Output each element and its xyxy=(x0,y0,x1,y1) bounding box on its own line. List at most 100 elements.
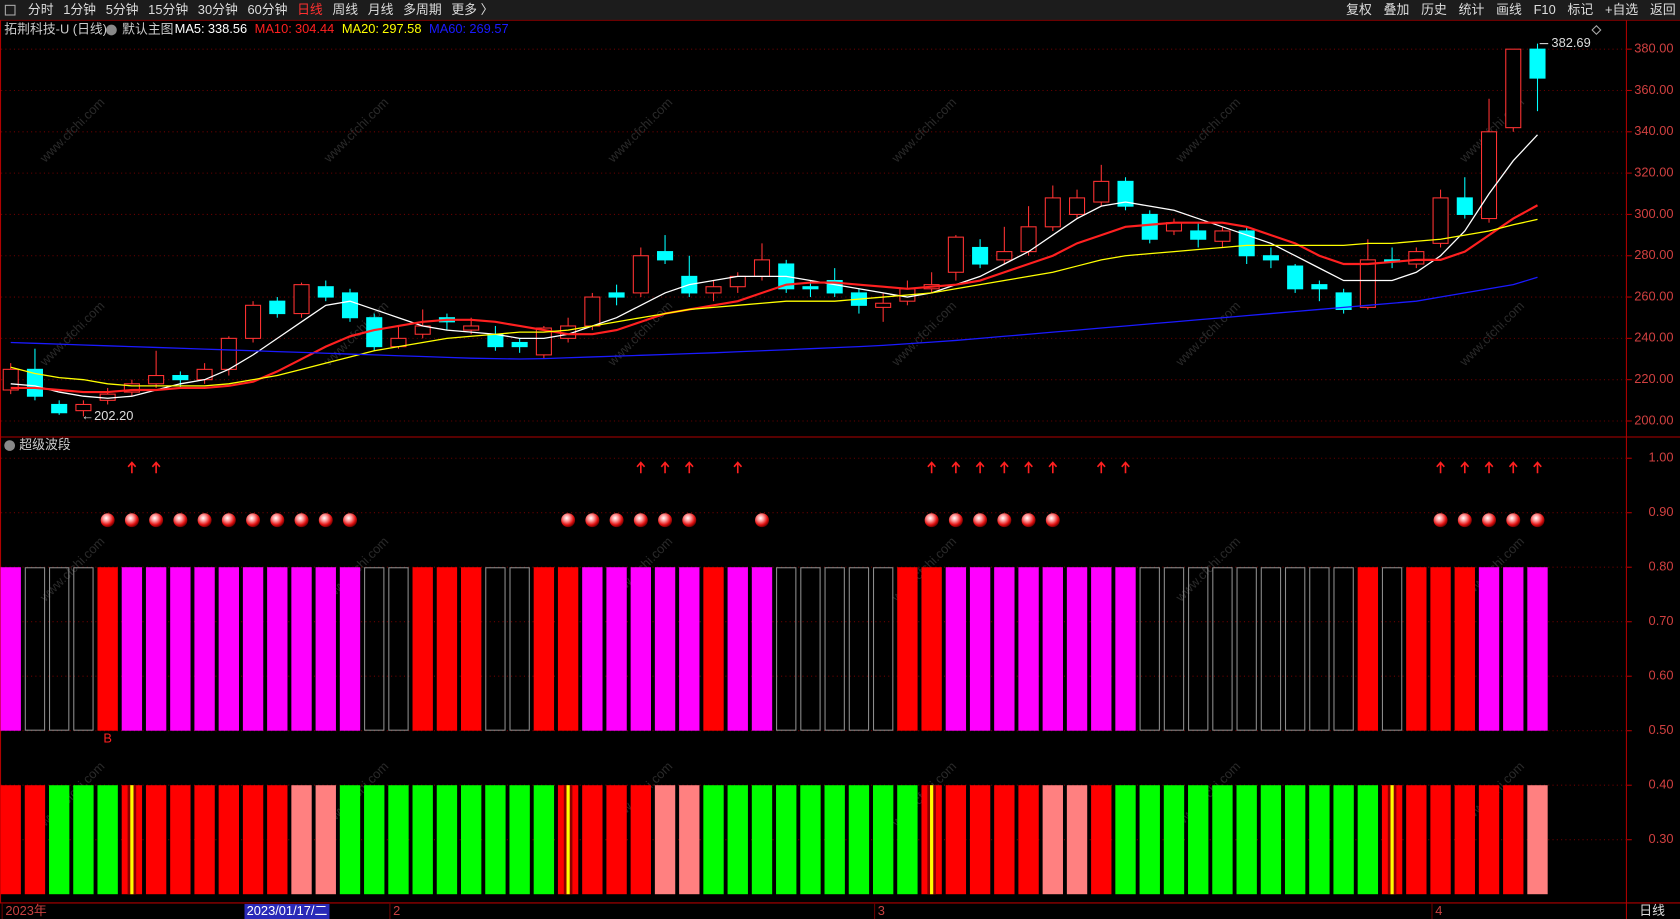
period-label: 日线 xyxy=(1639,903,1665,918)
toolbar-item[interactable]: 30分钟 xyxy=(198,2,238,17)
toolbar-item[interactable]: 60分钟 xyxy=(247,2,287,17)
lower-bar xyxy=(73,785,94,895)
candle-body xyxy=(1529,48,1546,79)
signal-ball xyxy=(658,513,673,528)
toolbar-item[interactable]: 5分钟 xyxy=(106,2,139,17)
lower-bar xyxy=(1284,785,1306,895)
toolbar-item[interactable]: 叠加 xyxy=(1384,2,1410,17)
signal-ball xyxy=(997,513,1012,528)
upper-bar xyxy=(776,567,797,731)
toolbar-item[interactable]: F10 xyxy=(1534,2,1556,17)
upper-bar xyxy=(751,567,773,731)
lower-bar xyxy=(0,785,21,895)
toolbar-icon[interactable] xyxy=(4,4,16,16)
toolbar-item[interactable]: 历史 xyxy=(1421,2,1447,17)
signal-arrow xyxy=(1436,461,1445,474)
signal-ball xyxy=(173,513,188,528)
legend-entry: MA10: 304.44 xyxy=(255,21,335,36)
candle-body xyxy=(1117,180,1134,207)
y-tick-label: 0.40 xyxy=(1649,777,1674,792)
lower-bar xyxy=(1163,785,1185,895)
signal-arrow xyxy=(733,461,743,474)
legend-name: MA60 xyxy=(429,21,463,36)
lower-bar xyxy=(1406,785,1427,895)
lower-bar xyxy=(1091,785,1112,895)
upper-bar xyxy=(460,567,482,731)
lower-bar xyxy=(97,785,118,895)
lower-bar xyxy=(654,785,676,895)
ma-line xyxy=(10,134,1538,399)
toolbar-item[interactable]: 15分钟 xyxy=(148,2,188,17)
toolbar-item[interactable]: 更多 〉 xyxy=(451,2,493,17)
signal-ball xyxy=(1506,513,1521,528)
toolbar-item[interactable]: 周线 xyxy=(332,2,358,17)
upper-bar xyxy=(1503,567,1524,731)
toolbar-item[interactable]: 复权 xyxy=(1346,2,1372,17)
y-tick-label: 280.00 xyxy=(1634,247,1673,262)
candle-body xyxy=(487,333,504,348)
lower-bar xyxy=(800,785,821,895)
upper-bar xyxy=(194,567,215,731)
upper-bar xyxy=(1139,567,1160,731)
panel-icon[interactable] xyxy=(1591,24,1602,36)
upper-bar xyxy=(630,567,651,731)
legend-name: MA20 xyxy=(342,21,376,36)
signal-ball xyxy=(124,513,139,528)
lower-bar xyxy=(582,785,603,895)
y-tick-label: 0.60 xyxy=(1649,668,1674,683)
candle-body xyxy=(1335,292,1352,310)
upper-bar xyxy=(1357,567,1379,731)
toolbar-item[interactable]: 日线 xyxy=(297,2,323,17)
upper-bar xyxy=(533,567,555,731)
toolbar-item[interactable]: 分时 xyxy=(28,2,54,17)
toolbar-item[interactable]: 标记 xyxy=(1568,2,1594,17)
legend-sep: : xyxy=(288,21,292,36)
toolbar-item[interactable]: 多周期 xyxy=(403,2,442,17)
candle-body xyxy=(26,368,43,397)
toolbar-item[interactable]: 1分钟 xyxy=(63,2,96,17)
upper-bar xyxy=(170,567,191,731)
toolbar-item[interactable]: 返回 xyxy=(1650,2,1676,17)
toolbar-item[interactable]: +自选 xyxy=(1605,2,1638,17)
upper-bar xyxy=(800,567,821,731)
indicator-icon[interactable] xyxy=(4,440,15,451)
signal-ball xyxy=(1457,513,1472,528)
signal-ball xyxy=(1045,513,1060,528)
upper-bar xyxy=(509,567,530,731)
upper-bar xyxy=(1454,567,1475,731)
upper-bar xyxy=(1381,567,1403,731)
legend-value: 297.58 xyxy=(382,21,421,36)
signal-ball xyxy=(948,513,963,528)
upper-bar xyxy=(24,567,46,731)
upper-bar xyxy=(945,567,967,731)
lower-bar xyxy=(630,785,651,895)
toolbar-item[interactable]: 画线 xyxy=(1496,2,1522,17)
upper-bar xyxy=(267,567,288,731)
upper-bar xyxy=(364,567,385,731)
signal-arrow xyxy=(1096,461,1106,474)
signal-arrow xyxy=(951,461,961,474)
signal-ball xyxy=(149,513,164,528)
lower-bar xyxy=(1430,785,1451,895)
candle-body xyxy=(1141,213,1158,240)
upper-bar xyxy=(145,567,167,731)
toolbar-item[interactable]: 月线 xyxy=(368,2,394,17)
candle-body xyxy=(608,292,625,298)
upper-bar xyxy=(1284,567,1306,731)
upper-bar xyxy=(218,567,240,731)
lower-bar xyxy=(1357,785,1379,895)
legend-name: MA10 xyxy=(255,21,289,36)
lower-bar xyxy=(485,785,506,895)
upper-bar xyxy=(0,567,21,731)
upper-bar xyxy=(388,567,409,731)
y-tick-label: 0.50 xyxy=(1649,722,1674,737)
toolbar-item[interactable]: 统计 xyxy=(1459,2,1485,17)
legend-value: 269.57 xyxy=(469,21,508,36)
ma-line xyxy=(10,204,1539,394)
lower-bar xyxy=(1527,785,1548,895)
upper-bar xyxy=(1042,567,1063,731)
candle-body xyxy=(293,284,310,315)
signal-ball xyxy=(755,513,769,528)
signal-ball xyxy=(294,513,309,528)
main-chart-icon[interactable] xyxy=(106,24,117,36)
